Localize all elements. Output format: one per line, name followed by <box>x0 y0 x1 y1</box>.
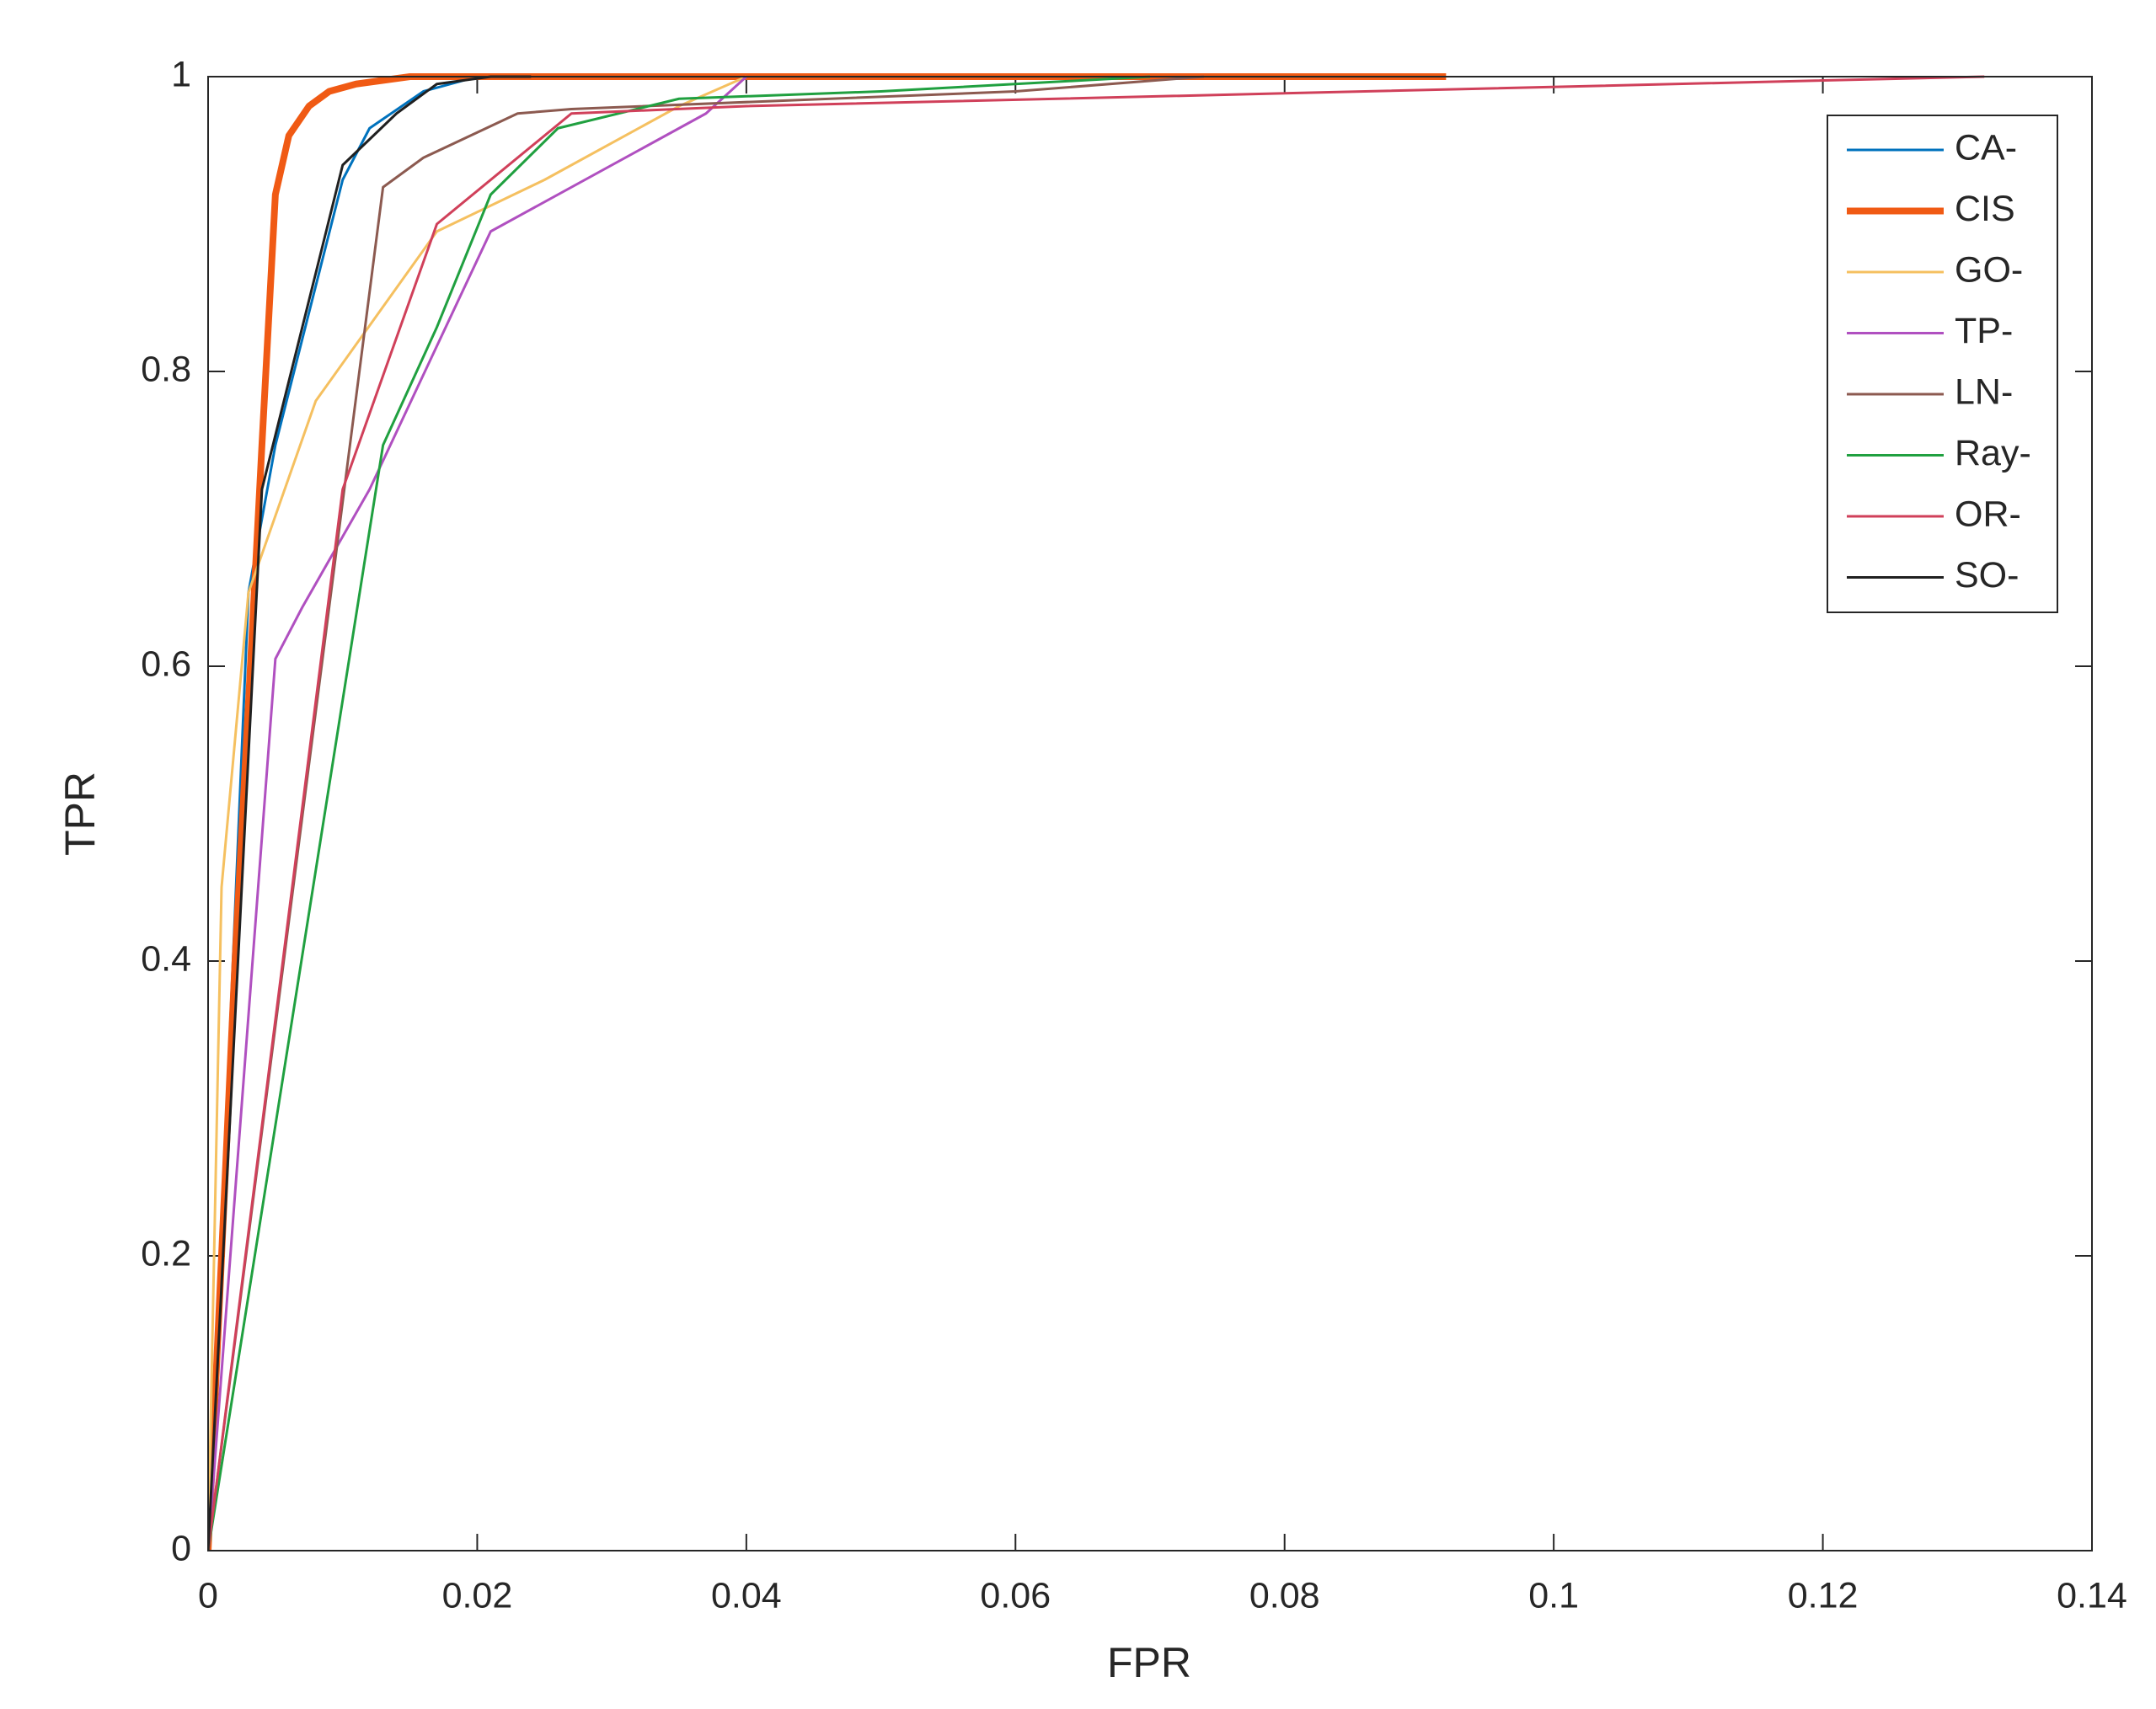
axes-box <box>207 76 2093 1551</box>
series-line <box>208 75 1985 1551</box>
series-line <box>208 75 1205 1551</box>
series-line <box>208 75 747 1551</box>
y-axis-label: TPR <box>56 772 104 856</box>
x-tick-label: 0.12 <box>1788 1575 1859 1616</box>
plot-area <box>208 77 2092 1551</box>
series-line <box>208 75 1151 1551</box>
x-tick-label: 0.02 <box>442 1575 513 1616</box>
x-axis-label: FPR <box>1107 1639 1191 1686</box>
y-tick-label: 0.4 <box>141 938 191 979</box>
x-tick-label: 0.06 <box>980 1575 1051 1616</box>
legend-label: OR- <box>1955 494 2021 534</box>
series-line <box>208 73 1447 1551</box>
legend-label: Ray- <box>1955 433 2031 473</box>
x-tick-label: 0.1 <box>1528 1575 1579 1616</box>
x-tick-label: 0 <box>198 1575 218 1616</box>
series-line <box>208 75 747 1551</box>
y-tick-label: 0.8 <box>141 349 191 389</box>
legend-label: LN- <box>1955 371 2013 412</box>
y-tick-label: 0.6 <box>141 644 191 684</box>
x-tick-label: 0.04 <box>711 1575 782 1616</box>
x-tick-label: 0.08 <box>1249 1575 1320 1616</box>
legend-label: GO- <box>1955 249 2023 290</box>
y-tick-label: 0 <box>171 1528 191 1568</box>
legend-label: CA- <box>1955 127 2017 168</box>
legend-label: CIS <box>1955 189 2015 229</box>
y-tick-label: 0.2 <box>141 1233 191 1274</box>
legend-label: SO- <box>1955 555 2019 595</box>
legend-box <box>1827 115 2058 613</box>
legend-label: TP- <box>1955 311 2013 351</box>
x-tick-label: 0.14 <box>2057 1575 2127 1616</box>
y-tick-label: 1 <box>171 54 191 94</box>
